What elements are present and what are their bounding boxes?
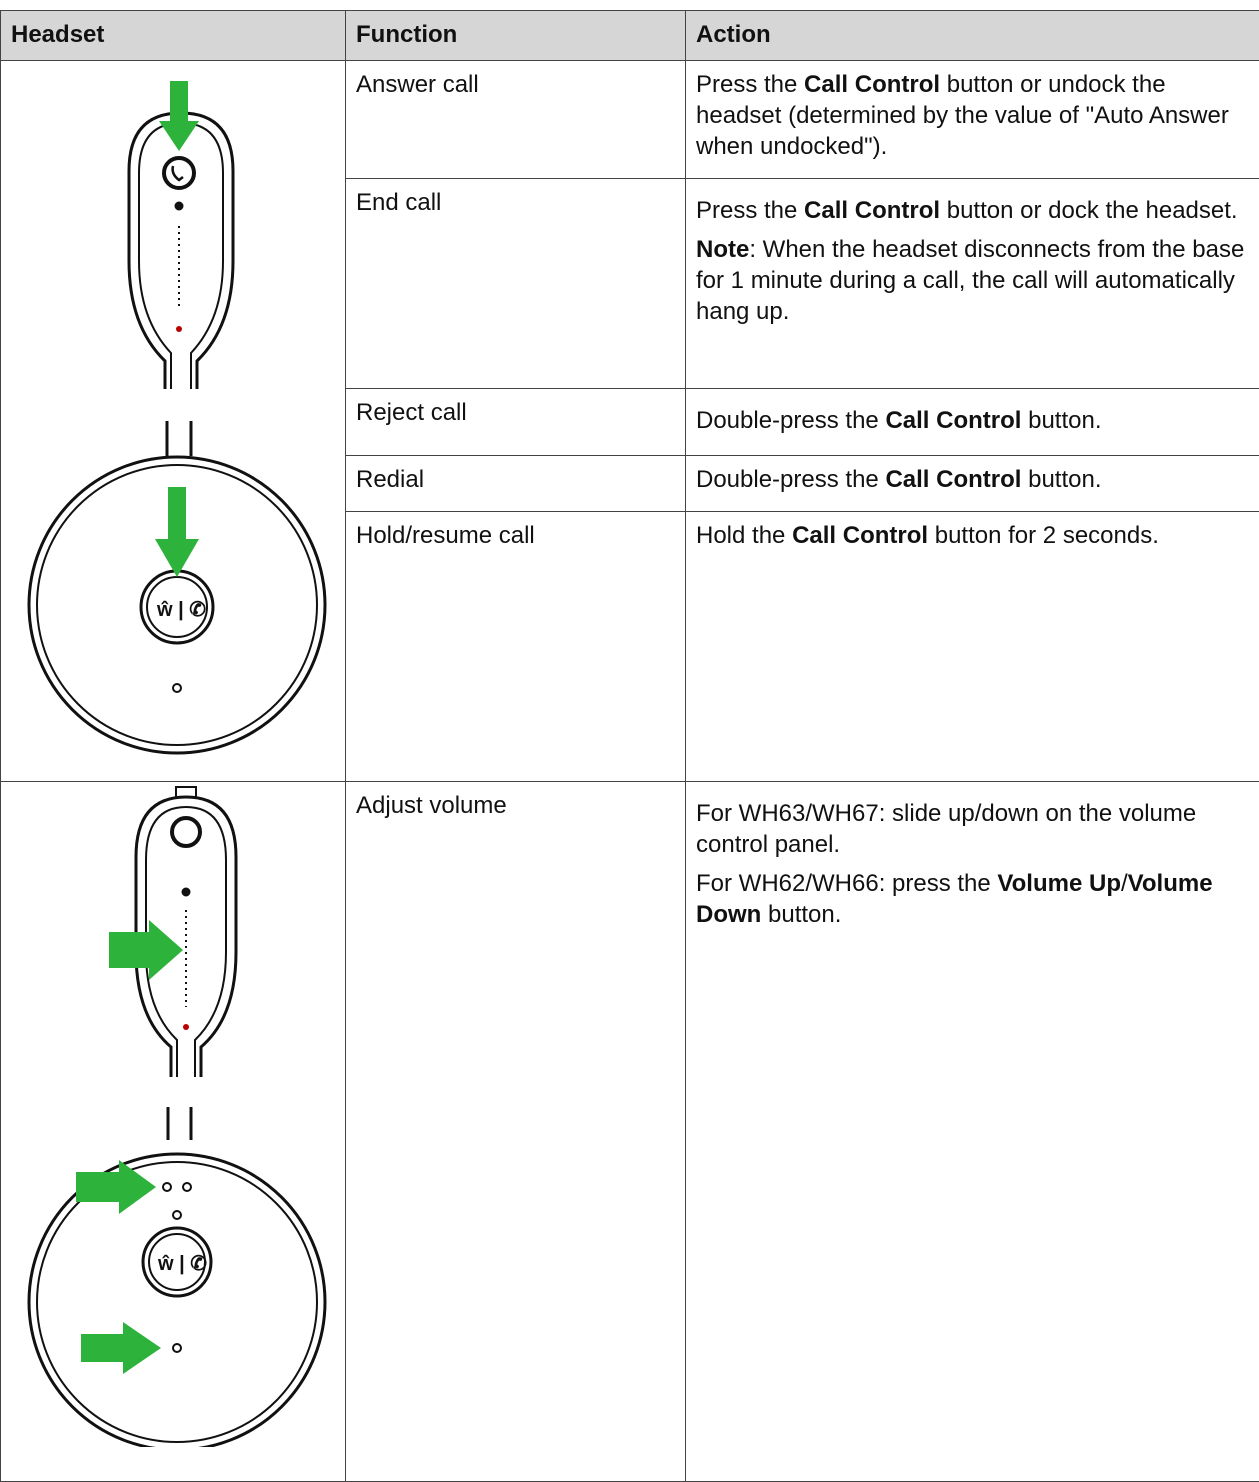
page: Headset Function Action ŵ | ✆ Ans [0, 0, 1259, 1439]
text: Double-press the [696, 407, 885, 434]
header-cell: Headset [1, 11, 346, 61]
action-paragraph: Note: When the headset disconnects from … [696, 234, 1249, 327]
action-cell: Double-press the Call Control button. [686, 389, 1259, 456]
action-paragraph: For WH62/WH66: press the Volume Up/Volum… [696, 868, 1249, 930]
text: button for 2 seconds. [928, 522, 1159, 549]
text: button. [1021, 466, 1101, 493]
text: Press the [696, 197, 804, 224]
function-table: Headset Function Action ŵ | ✆ Ans [0, 10, 1259, 1482]
text: button. [1021, 407, 1101, 434]
bold-text: Note [696, 236, 749, 263]
action-cell: For WH63/WH67: slide up/down on the volu… [686, 782, 1259, 1482]
action-cell: Press the Call Control button or dock th… [686, 179, 1259, 389]
svg-text:ŵ | ✆: ŵ | ✆ [157, 1253, 207, 1275]
headset-image-cell: ŵ | ✆ [1, 61, 346, 782]
bold-text: Call Control [885, 466, 1021, 493]
header-cell: Function [346, 11, 686, 61]
bold-text: Call Control [792, 522, 928, 549]
function-cell: End call [346, 179, 686, 389]
function-cell: Reject call [346, 389, 686, 456]
header-cell: Action [686, 11, 1259, 61]
text: Hold the [696, 522, 792, 549]
headset-image-cell: ŵ | ✆ [1, 782, 346, 1482]
action-paragraph: Double-press the Call Control button. [696, 405, 1249, 436]
text: : When the headset disconnects from the … [696, 236, 1244, 325]
bold-text: Call Control [804, 71, 940, 98]
function-cell: Answer call [346, 61, 686, 179]
action-paragraph: Press the Call Control button or dock th… [696, 195, 1249, 226]
row: ŵ | ✆ Adjust volume For WH63/WH67: slide… [1, 782, 1259, 1482]
text: Press the [696, 71, 804, 98]
function-cell: Adjust volume [346, 782, 686, 1482]
text: Double-press the [696, 466, 885, 493]
action-paragraph: Hold the Call Control button for 2 secon… [696, 520, 1249, 551]
header-row: Headset Function Action [1, 11, 1259, 61]
action-cell: Double-press the Call Control button. [686, 456, 1259, 512]
action-cell: Press the Call Control button or undock … [686, 61, 1259, 179]
action-paragraph: Press the Call Control button or undock … [696, 69, 1249, 162]
text: button. [761, 901, 841, 928]
text: For WH62/WH66: press the [696, 870, 997, 897]
row: ŵ | ✆ Answer call Press the Call Control… [1, 61, 1259, 179]
text: For WH63/WH67: slide up/down on the volu… [696, 800, 1196, 858]
headset-illustration: ŵ | ✆ [1, 61, 344, 773]
function-cell: Redial [346, 456, 686, 512]
bold-text: Call Control [885, 407, 1021, 434]
text: button or dock the headset. [940, 197, 1238, 224]
bold-text: Call Control [804, 197, 940, 224]
bold-text: Volume Up [997, 870, 1121, 897]
text: / [1121, 870, 1128, 897]
action-paragraph: Double-press the Call Control button. [696, 464, 1249, 495]
action-paragraph: For WH63/WH67: slide up/down on the volu… [696, 798, 1249, 860]
headset-illustration: ŵ | ✆ [1, 782, 344, 1447]
svg-text:ŵ | ✆: ŵ | ✆ [156, 599, 206, 621]
action-cell: Hold the Call Control button for 2 secon… [686, 512, 1259, 782]
function-cell: Hold/resume call [346, 512, 686, 782]
